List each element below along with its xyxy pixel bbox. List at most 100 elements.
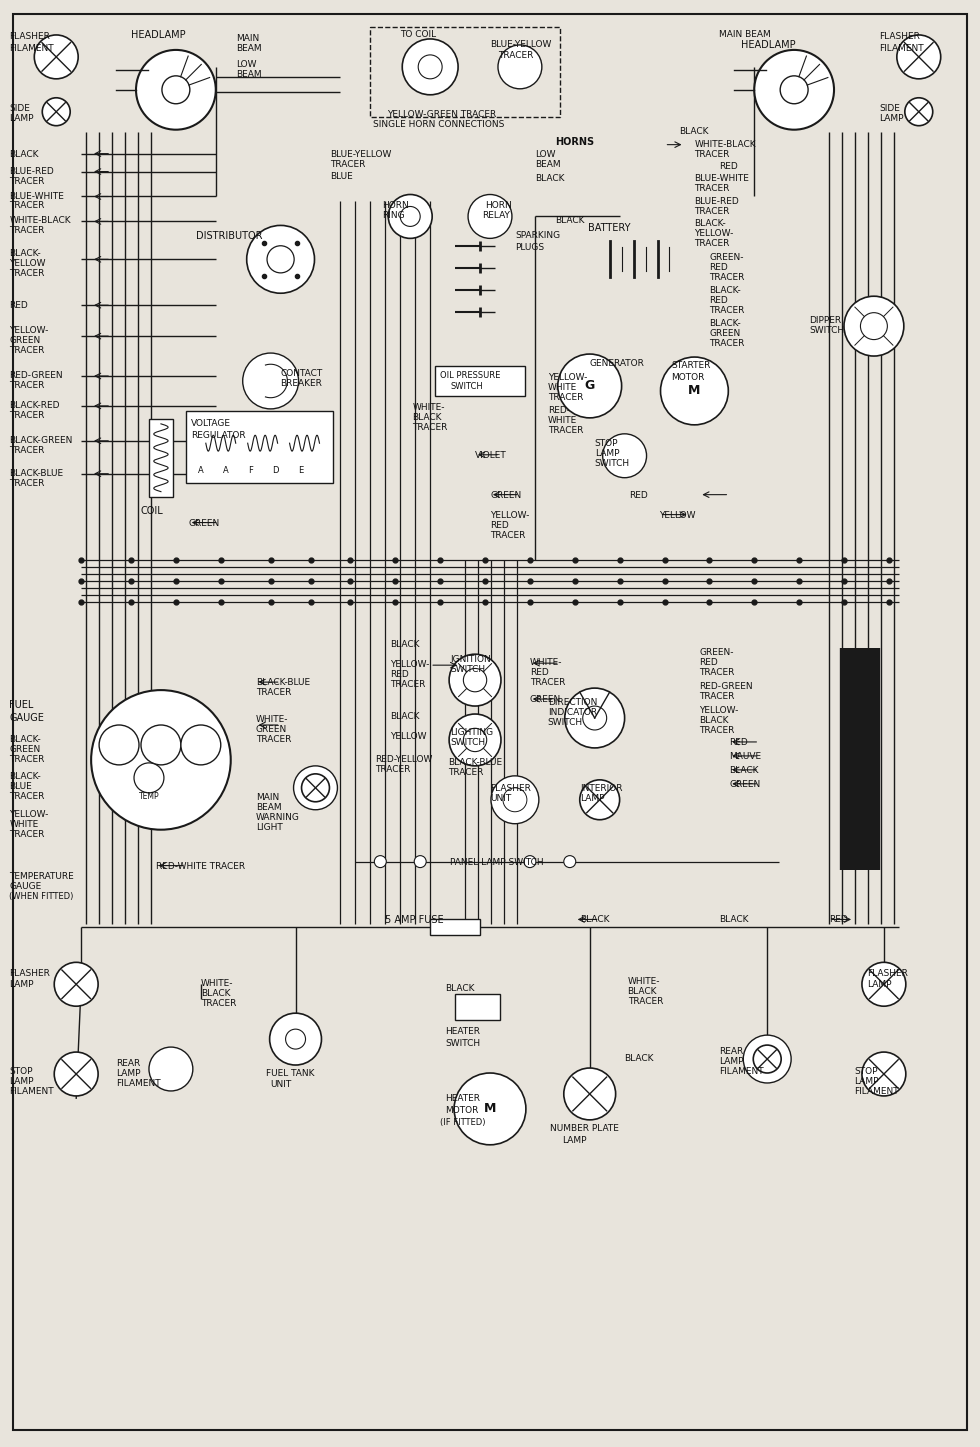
Text: REAR: REAR <box>116 1059 140 1068</box>
Text: LAMP: LAMP <box>580 794 605 803</box>
Text: LOW: LOW <box>236 59 256 69</box>
Text: YELLOW-: YELLOW- <box>10 326 49 336</box>
Text: STARTER: STARTER <box>671 362 710 370</box>
Text: FUEL TANK: FUEL TANK <box>266 1069 315 1078</box>
Text: BLACK: BLACK <box>555 217 584 226</box>
Circle shape <box>243 353 299 410</box>
Text: INDICATOR: INDICATOR <box>548 708 597 718</box>
Text: TRACER: TRACER <box>10 411 45 420</box>
Text: TRACER: TRACER <box>695 184 730 192</box>
Circle shape <box>564 855 576 868</box>
Text: SWITCH: SWITCH <box>548 718 583 726</box>
Text: TRACER: TRACER <box>695 207 730 217</box>
Text: GAUGE: GAUGE <box>10 881 41 890</box>
Text: LAMP: LAMP <box>867 980 892 990</box>
Text: BLACK: BLACK <box>679 127 709 136</box>
Text: SIDE: SIDE <box>10 104 30 113</box>
Circle shape <box>91 690 230 829</box>
Circle shape <box>267 246 294 273</box>
Text: FILAMENT: FILAMENT <box>116 1079 161 1088</box>
Text: BLACK-: BLACK- <box>10 249 41 259</box>
Text: BEAM: BEAM <box>535 159 561 169</box>
Text: BLUE-WHITE: BLUE-WHITE <box>10 191 65 201</box>
Text: TRACER: TRACER <box>548 425 583 436</box>
Text: (WHEN FITTED): (WHEN FITTED) <box>10 891 74 900</box>
Bar <box>370 27 560 117</box>
Text: FLASHER: FLASHER <box>10 32 50 41</box>
Text: TRACER: TRACER <box>490 531 525 540</box>
Text: BLACK: BLACK <box>201 990 230 998</box>
Text: MAUVE: MAUVE <box>729 752 761 761</box>
Text: GREEN: GREEN <box>530 695 562 705</box>
Circle shape <box>524 855 536 868</box>
Text: LIGHTING: LIGHTING <box>450 728 493 737</box>
Text: FLASHER: FLASHER <box>867 969 907 978</box>
Circle shape <box>149 1048 193 1091</box>
Text: LOW: LOW <box>535 149 556 159</box>
Text: BLACK-: BLACK- <box>710 287 741 295</box>
Text: BLACK: BLACK <box>390 712 419 721</box>
Text: TRACER: TRACER <box>256 735 291 744</box>
Text: REAR: REAR <box>719 1048 744 1056</box>
Text: GREEN: GREEN <box>10 336 40 344</box>
Text: BLACK: BLACK <box>535 174 564 182</box>
Text: VIOLET: VIOLET <box>475 451 507 460</box>
Text: RED-: RED- <box>548 407 569 415</box>
Text: TRACER: TRACER <box>10 829 45 839</box>
Text: DISTRIBUTOR: DISTRIBUTOR <box>196 232 263 242</box>
Text: TRACER: TRACER <box>695 149 730 159</box>
Text: SWITCH: SWITCH <box>445 1039 480 1048</box>
Circle shape <box>374 855 386 868</box>
Text: LAMP: LAMP <box>10 980 34 990</box>
Text: RED: RED <box>390 670 409 679</box>
Text: GREEN: GREEN <box>10 745 40 754</box>
Text: TRACER: TRACER <box>10 226 45 236</box>
Text: BLACK-BLUE: BLACK-BLUE <box>10 469 64 478</box>
Circle shape <box>844 297 904 356</box>
Text: TRACER: TRACER <box>10 755 45 764</box>
Text: YELLOW-: YELLOW- <box>548 373 587 382</box>
Circle shape <box>755 49 834 130</box>
Text: RED: RED <box>700 658 718 667</box>
Text: BLACK-: BLACK- <box>695 220 726 229</box>
Circle shape <box>862 1052 906 1095</box>
Circle shape <box>418 55 442 78</box>
Text: DIRECTION: DIRECTION <box>548 697 597 708</box>
Text: TRACER: TRACER <box>700 669 735 677</box>
Circle shape <box>468 194 512 239</box>
Text: STOP: STOP <box>10 1066 33 1077</box>
Text: WHITE-BLACK: WHITE-BLACK <box>695 140 756 149</box>
Text: FUEL: FUEL <box>10 700 33 710</box>
Text: YELLOW-GREEN TRACER: YELLOW-GREEN TRACER <box>387 110 497 119</box>
Text: BLACK: BLACK <box>700 716 729 725</box>
Text: UNIT: UNIT <box>270 1079 292 1090</box>
Text: FILAMENT: FILAMENT <box>879 43 923 54</box>
Text: BLUE: BLUE <box>330 172 353 181</box>
Text: BEAM: BEAM <box>256 803 281 812</box>
Text: TRACER: TRACER <box>330 159 366 169</box>
Text: HEADLAMP: HEADLAMP <box>741 41 796 51</box>
Circle shape <box>897 35 941 78</box>
Text: BEAM: BEAM <box>236 69 262 78</box>
Text: DIPPER: DIPPER <box>809 315 841 326</box>
Circle shape <box>162 75 190 104</box>
Circle shape <box>498 45 542 88</box>
Text: MOTOR: MOTOR <box>445 1106 478 1114</box>
Circle shape <box>54 1052 98 1095</box>
Text: LIGHT: LIGHT <box>256 823 282 832</box>
Text: YELLOW: YELLOW <box>390 732 426 741</box>
Text: RED: RED <box>530 669 549 677</box>
Text: BLACK-BLUE: BLACK-BLUE <box>448 758 502 767</box>
Circle shape <box>661 357 728 425</box>
Text: BLACK: BLACK <box>413 412 442 423</box>
Text: SPARKING: SPARKING <box>514 232 560 240</box>
Text: GREEN: GREEN <box>490 491 521 499</box>
Text: BLACK-BLUE: BLACK-BLUE <box>256 679 310 687</box>
Text: RED: RED <box>629 491 649 499</box>
Text: HEATER: HEATER <box>445 1027 480 1036</box>
Text: G: G <box>585 379 595 392</box>
Text: HEATER: HEATER <box>445 1094 480 1103</box>
Circle shape <box>34 35 78 78</box>
Text: WHITE: WHITE <box>548 383 577 392</box>
Text: YELLOW-: YELLOW- <box>695 230 734 239</box>
